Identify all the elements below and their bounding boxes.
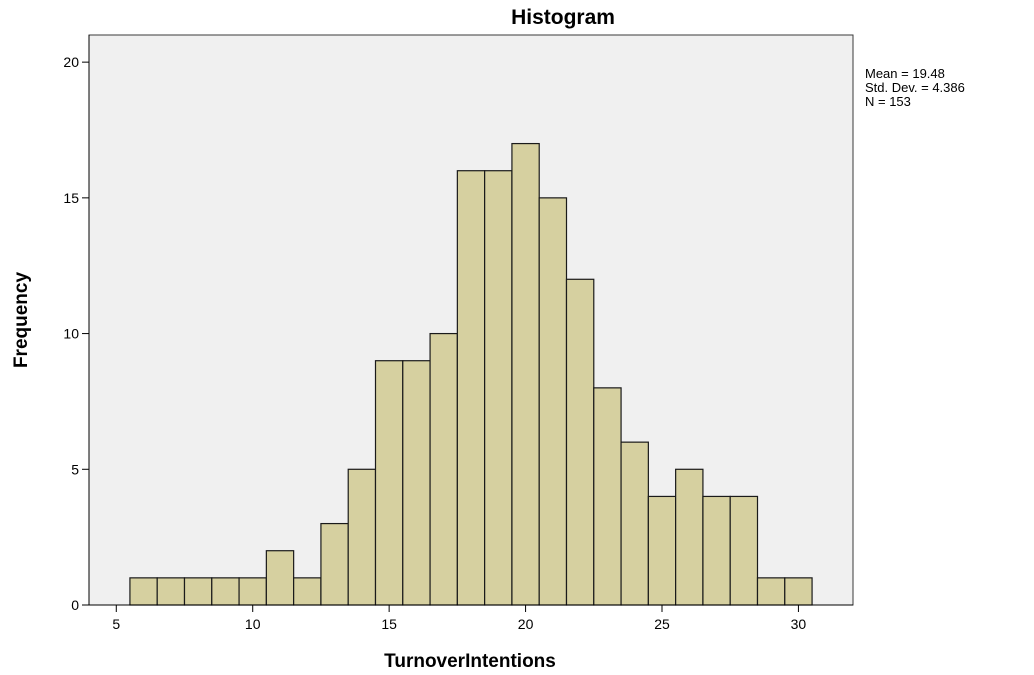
histogram-bar (320, 522, 349, 606)
y-tick-label: 5 (71, 461, 79, 477)
histogram-bar (784, 577, 813, 606)
histogram-bar (538, 197, 568, 606)
y-tick-label: 20 (63, 54, 79, 70)
y-tick-label: 15 (63, 190, 79, 206)
histogram-bar (156, 577, 186, 606)
histogram-bar (484, 170, 513, 606)
histogram-bar (647, 495, 677, 606)
chart-title: Histogram (511, 6, 615, 29)
stats-legend: Mean = 19.48 Std. Dev. = 4.386 N = 153 (865, 66, 965, 109)
stat-mean: Mean = 19.48 (865, 66, 945, 81)
histogram-bar (129, 577, 158, 606)
histogram-bar (402, 360, 431, 606)
histogram-bar (620, 441, 649, 606)
stat-std-dev: Std. Dev. = 4.386 (865, 80, 965, 95)
histogram-bar (293, 577, 322, 606)
x-tick-label: 25 (654, 616, 670, 632)
histogram-bar (593, 387, 622, 606)
x-tick-label: 5 (112, 616, 120, 632)
histogram-bar (756, 577, 786, 606)
histogram-bar (729, 495, 759, 606)
x-tick-label: 10 (245, 616, 261, 632)
histogram-bar (374, 360, 404, 606)
x-tick-label: 20 (518, 616, 534, 632)
stat-n: N = 153 (865, 94, 911, 109)
histogram-bar (565, 278, 595, 606)
histogram-bar (211, 577, 240, 606)
x-axis-label: TurnoverIntentions (384, 651, 556, 672)
histogram-bar (265, 550, 295, 606)
histogram-bar (456, 170, 486, 606)
x-tick-label: 15 (381, 616, 397, 632)
histogram-bar (238, 577, 267, 606)
histogram-bar (702, 495, 731, 606)
y-axis-label: Frequency (11, 272, 32, 369)
histogram-bar (183, 577, 213, 606)
y-tick-label: 0 (71, 597, 79, 613)
y-tick-label: 10 (63, 326, 79, 342)
histogram-bar (675, 468, 704, 606)
y-ticks-group: 0 5 10 15 20 (63, 54, 89, 613)
x-ticks-group: 5 10 15 20 25 30 (112, 605, 806, 632)
bars-group (129, 142, 813, 606)
histogram-bar (511, 142, 540, 606)
histogram-bar (429, 332, 458, 606)
x-tick-label: 30 (791, 616, 807, 632)
histogram-bar (347, 468, 377, 606)
